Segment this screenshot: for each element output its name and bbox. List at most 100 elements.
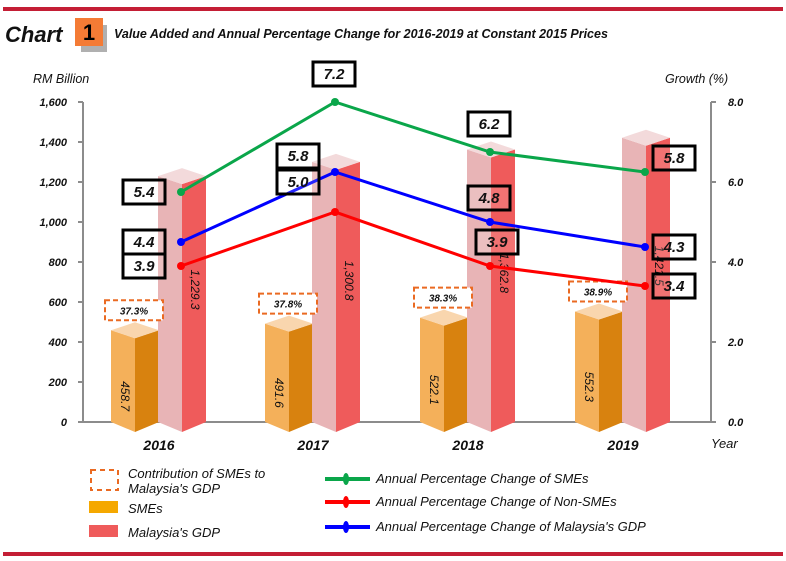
sme-bar-top [111,322,159,339]
gdp-bar-top [622,129,670,146]
gdp-growth-line [180,170,646,249]
y-tick-label: 1,600 [39,97,67,109]
contribution-label: 38.9% [584,288,612,299]
sme-bar-front [265,323,289,432]
gdp-bar [312,153,360,432]
sme-growth-value-box [121,178,167,206]
gdp-bar-front [312,161,336,432]
gdp-growth-value-label: 5.8 [288,148,310,165]
legend-line-sme-label: Annual Percentage Change of SMEs [376,471,589,486]
gdp-bar-side [491,149,515,432]
sme-bar-side [135,330,159,432]
y2-axis-label: Growth (%) [665,72,728,86]
sme-growth-value-box [651,144,697,172]
sme-growth-point [177,188,185,196]
sme-bar-top [420,309,468,326]
non-sme-growth-value-box [275,168,321,196]
y-tick-label: 400 [48,337,68,349]
non-sme-growth-value-label: 3.9 [487,234,509,251]
gdp-growth-value-box [275,142,321,170]
sme-bar [575,303,623,432]
legend-line-non-sme-label: Annual Percentage Change of Non-SMEs [376,494,617,509]
y-tick-label: 0 [61,417,68,429]
sme-bar-top [575,303,623,320]
gdp-growth-point [641,243,649,251]
legend-contribution-label-1: Contribution of SMEs to [128,466,266,481]
sme-growth-value-box [311,60,357,88]
sme-bar-value-label: 552.3 [582,372,596,402]
sme-growth-line [180,100,646,194]
top-rule [3,7,783,11]
legend-smes-label: SMEs [128,501,163,516]
y-tick-label: 1,200 [39,177,67,189]
non-sme-growth-value-box [121,252,167,280]
contribution-label: 37.3% [120,306,148,317]
sme-bar-value-label: 522.1 [427,375,441,405]
sme-growth-value-label: 5.8 [664,150,686,167]
sme-bar-front [111,330,135,432]
gdp-bar-value-label: 1,362.8 [497,253,511,293]
legend-gdp-label: Malaysia's GDP [128,525,221,540]
chart-title: Value Added and Annual Percentage Change… [114,27,608,41]
y-axis-label: RM Billion [33,72,89,86]
sme-bar [265,315,313,432]
x-tick-label: 2017 [296,437,329,453]
non-sme-growth-value-label: 5.0 [288,174,310,191]
contribution-box [568,280,628,303]
non-sme-growth-value-box [651,272,697,300]
y-tick-label: 800 [49,257,68,269]
bottom-rule [3,552,783,556]
y2-tick-label: 4.0 [727,257,744,269]
sme-growth-point [486,148,494,156]
y2-tick-label: 6.0 [728,177,744,189]
sme-growth-value-box [466,110,512,138]
y-tick-label: 1,400 [39,137,67,149]
gdp-growth-point [486,218,494,226]
gdp-bar-side [336,161,360,432]
chart-word: Chart [5,22,63,47]
gdp-bar-value-label: 1,229.3 [188,270,202,310]
gdp-bar-side [646,137,670,432]
gdp-bar [467,141,515,432]
sme-growth-point [331,98,339,106]
y2-tick-label: 0.0 [728,417,744,429]
x-axis-label: Year [711,436,738,451]
contribution-label: 37.8% [274,300,302,311]
sme-bar-side [289,323,313,432]
x-tick-label: 2018 [451,437,483,453]
gdp-growth-point [331,168,339,176]
non-sme-growth-value-label: 3.9 [134,258,156,275]
sme-bar [420,309,468,432]
y-tick-label: 200 [48,377,68,389]
legend-line-gdp-label: Annual Percentage Change of Malaysia's G… [376,519,646,534]
sme-growth-point [641,168,649,176]
y2-tick-label: 2.0 [727,337,744,349]
contribution-box [258,292,318,315]
sme-bar-side [444,317,468,432]
sme-bar-front [575,311,599,432]
sme-growth-value-label: 7.2 [324,66,346,83]
contribution-label: 38.3% [429,294,457,305]
sme-growth-value-label: 6.2 [479,116,501,133]
non-sme-growth-value-label: 3.4 [664,278,686,295]
chart-number-badge: 1 [75,18,103,46]
sme-bar-side [599,311,623,432]
non-sme-growth-point [177,262,185,270]
y-tick-label: 600 [49,297,68,309]
gdp-growth-point [177,238,185,246]
non-sme-growth-line [180,210,646,288]
sme-bar [111,322,159,432]
sme-bar-value-label: 491.6 [272,378,286,408]
gdp-growth-value-box [651,233,697,261]
x-tick-label: 2019 [606,437,638,453]
gdp-growth-value-label: 4.3 [663,239,686,256]
non-sme-growth-point [486,262,494,270]
sme-bar-value-label: 458.7 [118,381,132,412]
x-tick-label: 2016 [142,437,174,453]
gdp-growth-value-box [466,184,512,212]
gdp-growth-value-label: 4.4 [133,234,156,251]
contribution-box [104,299,164,322]
gdp-bar-top [312,153,360,170]
gdp-bar-value-label: 1,421.5 [652,246,666,286]
